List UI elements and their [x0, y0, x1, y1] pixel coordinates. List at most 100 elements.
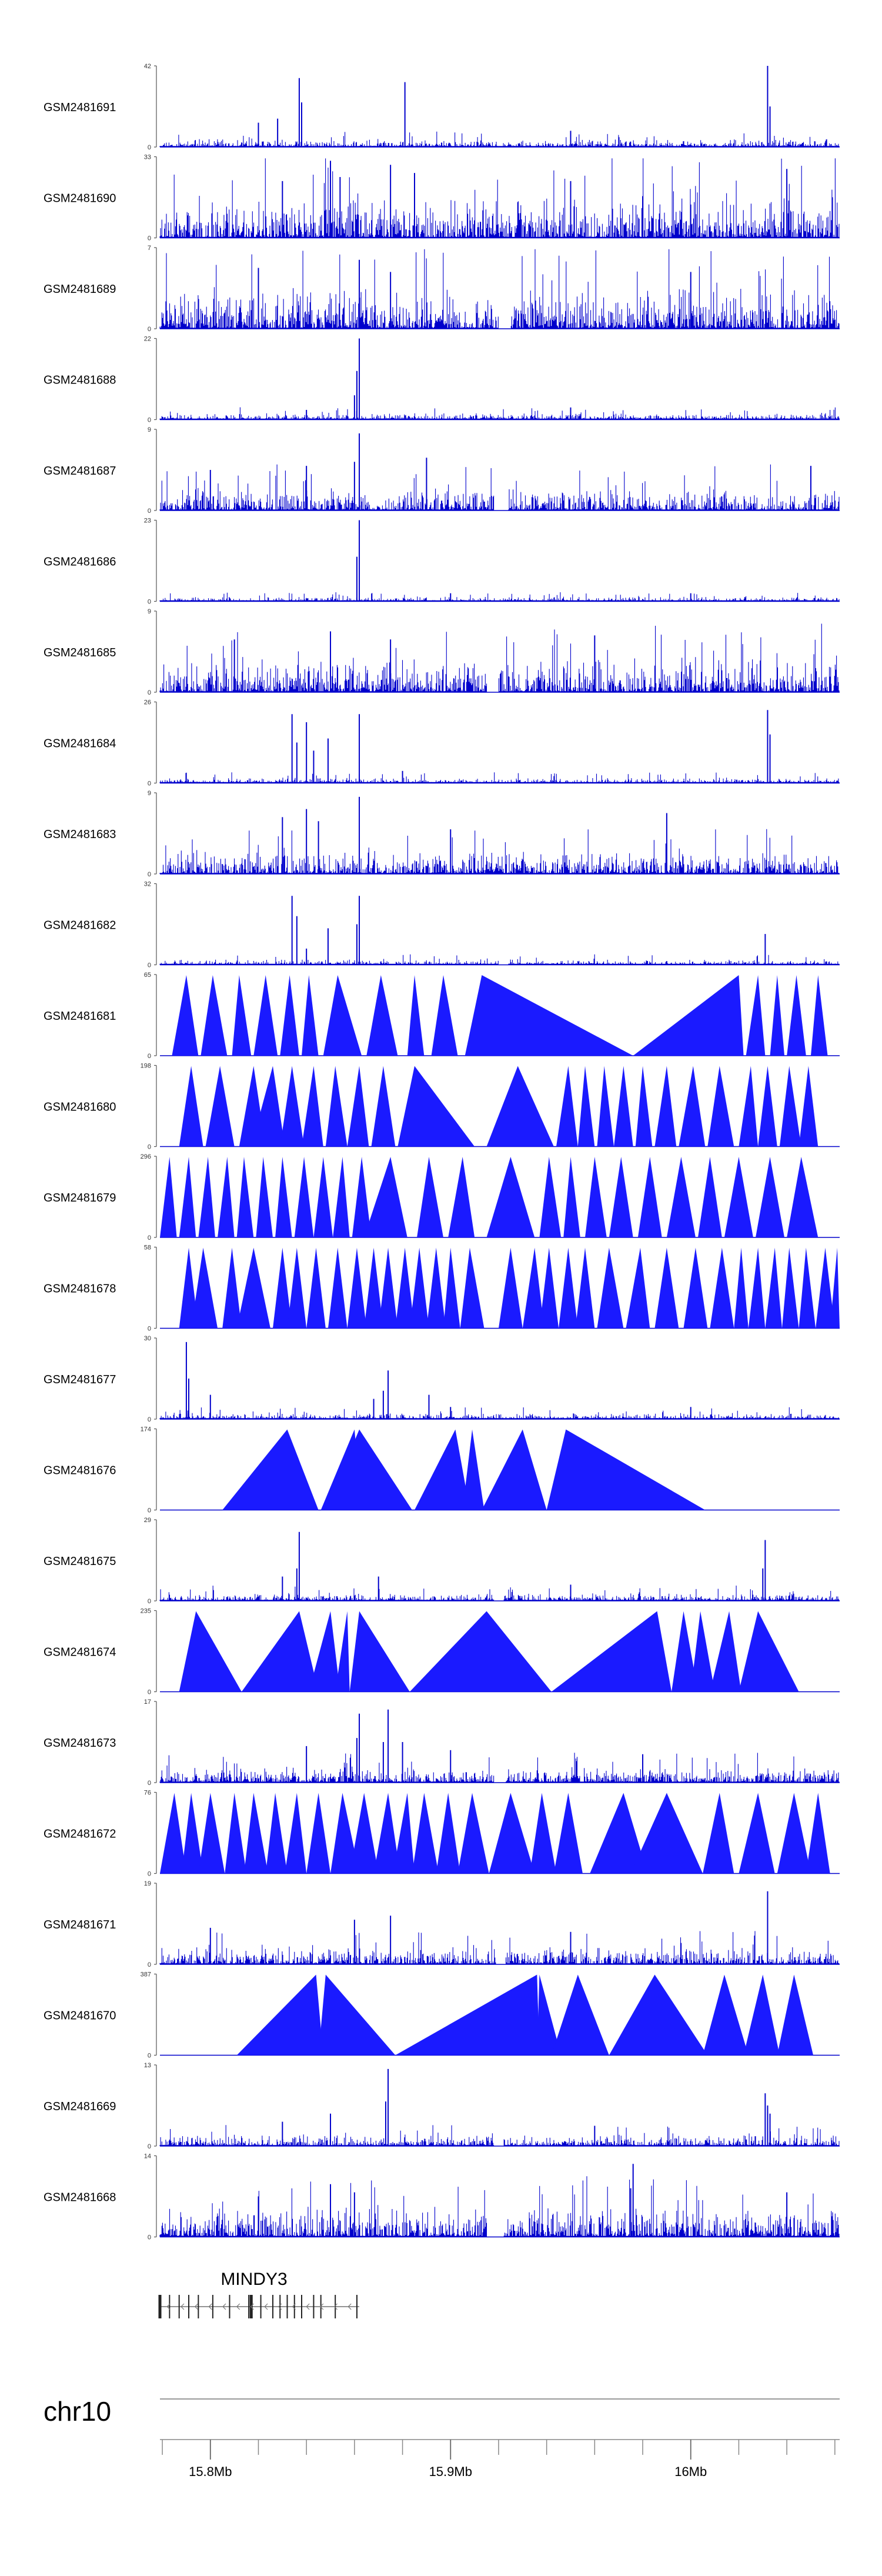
gene-exon [248, 2295, 250, 2318]
y-axis-max-label: 235 [141, 1608, 151, 1615]
coverage-peak [465, 975, 633, 1056]
y-axis-zero-label: 0 [148, 144, 151, 151]
coverage-peak [181, 1793, 203, 1874]
coverage-peak [318, 1974, 396, 2056]
coverage-peak [746, 975, 766, 1056]
coverage-peak [407, 975, 425, 1056]
coverage-peak [364, 1157, 407, 1237]
track-GSM2481689: GSM2481689 7 0 [44, 245, 840, 333]
coverage-bars [159, 623, 840, 692]
coverage-peak [218, 1157, 235, 1237]
coverage-peak [275, 1157, 292, 1237]
coverage-peak [748, 1247, 766, 1329]
coverage-peak [614, 1066, 633, 1147]
coverage-bars [159, 1931, 840, 1964]
coverage-peak [347, 1066, 369, 1147]
coverage-peak [251, 1066, 285, 1147]
coverage-peak [349, 1611, 410, 1692]
track-GSM2481682: GSM2481682 32 0 [44, 881, 840, 969]
coverage-peak [739, 1793, 775, 1874]
y-axis-zero-label: 0 [148, 1598, 151, 1605]
coverage-bars [159, 249, 840, 329]
track-label: GSM2481677 [44, 1373, 116, 1386]
coverage-peak [285, 1793, 307, 1874]
y-axis-zero-label: 0 [148, 2234, 151, 2241]
coverage-peak [671, 1611, 698, 1692]
track-label: GSM2481675 [44, 1555, 116, 1568]
strand-arrow-icon [194, 2303, 199, 2310]
coverage-peak [710, 1611, 741, 1692]
y-axis-zero-label: 0 [148, 1053, 151, 1060]
coverage-peak [787, 1157, 818, 1237]
y-axis-max-label: 174 [141, 1426, 151, 1433]
coverage-bars [159, 772, 840, 783]
coverage-peak [198, 1793, 225, 1874]
track-label: GSM2481676 [44, 1464, 116, 1477]
coverage-peak [443, 1247, 460, 1329]
coverage-peak [556, 1066, 578, 1147]
coverage-bars [159, 407, 840, 420]
coverage-peak [799, 1247, 816, 1329]
track-label: GSM2481668 [44, 2191, 116, 2204]
axis-tick-label: 15.9Mb [429, 2464, 472, 2479]
track-GSM2481668: GSM2481668 14 0 [44, 2153, 840, 2241]
coverage-peak [553, 1793, 583, 1874]
coverage-peak [287, 1247, 307, 1329]
coverage-bars [159, 1407, 840, 1419]
coverage-peak [302, 975, 319, 1056]
y-axis-max-label: 19 [144, 1880, 151, 1887]
coverage-peak [590, 1793, 648, 1874]
coverage-peak [366, 975, 398, 1056]
track-GSM2481670: GSM2481670 387 0 [44, 1971, 840, 2060]
coverage-bars [159, 1586, 840, 1601]
track-label: GSM2481683 [44, 828, 116, 841]
y-axis-max-label: 14 [144, 2153, 151, 2160]
coverage-peak [280, 1066, 305, 1147]
coverage-peak [756, 1157, 785, 1237]
gene-exon [229, 2295, 230, 2318]
y-axis-zero-label: 0 [148, 871, 151, 878]
coverage-peak [609, 1974, 708, 2056]
y-axis-zero-label: 0 [148, 508, 151, 515]
coverage-peak [777, 1793, 811, 1874]
coverage-peak [313, 1157, 333, 1237]
track-GSM2481676: GSM2481676 174 0 [44, 1426, 840, 1514]
coverage-peak [758, 1066, 777, 1147]
coverage-peak [633, 975, 744, 1056]
coverage-peak [325, 1066, 348, 1147]
coverage-peak [743, 1974, 780, 2056]
coverage-peak [436, 1793, 460, 1874]
coverage-peak [697, 1157, 722, 1237]
coverage-peak [309, 1611, 340, 1692]
track-label: GSM2481686 [44, 556, 116, 569]
coverage-peak [412, 1793, 439, 1874]
coverage-peak [265, 1793, 288, 1874]
coverage-peak [179, 1066, 203, 1147]
coverage-peak [222, 1429, 319, 1510]
coverage-peak [585, 1157, 607, 1237]
strand-arrow-icon [181, 2303, 185, 2310]
track-label: GSM2481672 [44, 1828, 116, 1841]
coverage-peak [243, 1793, 268, 1874]
y-axis-max-label: 9 [148, 426, 151, 433]
coverage-peak [280, 975, 299, 1056]
coverage-peak [160, 1793, 186, 1874]
coverage-bars [159, 158, 840, 238]
coverage-peak [330, 1793, 360, 1874]
coverage-peak [306, 1247, 326, 1329]
gene-label: MINDY3 [220, 2270, 287, 2289]
y-axis-zero-label: 0 [148, 1961, 151, 1968]
strand-arrow-icon [278, 2303, 282, 2310]
y-axis-max-label: 26 [144, 699, 151, 706]
track-GSM2481688: GSM2481688 22 0 [44, 336, 840, 424]
gene-exon [178, 2295, 180, 2318]
coverage-peak [172, 975, 199, 1056]
coverage-peak [551, 1611, 672, 1692]
track-label: GSM2481682 [44, 919, 116, 932]
coverage-peak [160, 1157, 177, 1237]
y-axis-zero-label: 0 [148, 1871, 151, 1878]
coverage-peak [201, 975, 228, 1056]
coverage-peak [352, 1157, 372, 1237]
y-axis-zero-label: 0 [148, 1326, 151, 1333]
